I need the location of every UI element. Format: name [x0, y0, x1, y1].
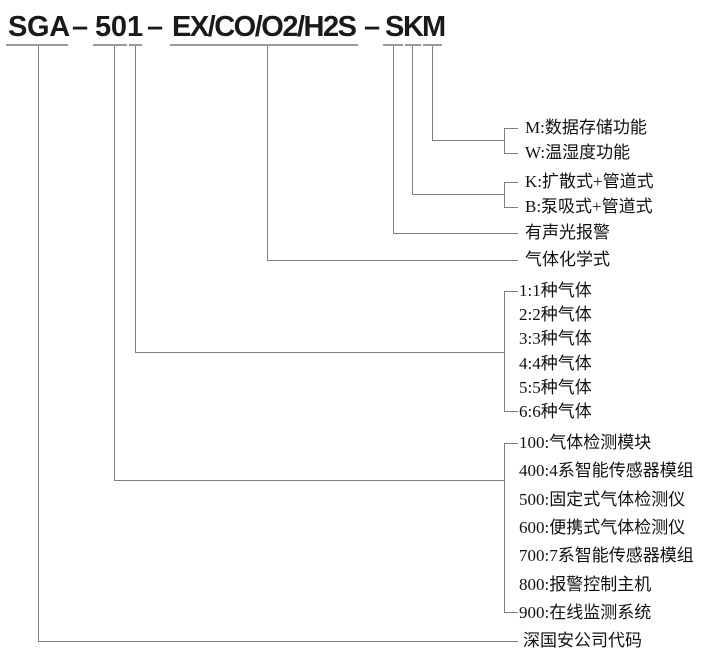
underline-storage	[423, 44, 442, 46]
legend-label-gascount-4: 4:4种气体	[519, 354, 592, 373]
legend-label-gascount-5: 5:5种气体	[519, 378, 592, 397]
gascount-bracket-stub-top	[504, 291, 518, 292]
gascount-hline	[135, 352, 504, 353]
series-bracket-stub-top	[504, 443, 518, 444]
code-sampling-segment: K	[403, 11, 424, 43]
storage-bracket-vline	[504, 128, 505, 154]
storage-drop-line	[432, 46, 433, 141]
code-gascount-segment: 1	[127, 11, 143, 43]
legend-label-series-800: 800:报警控制主机	[519, 575, 652, 594]
code-company-segment: SGA	[8, 11, 70, 43]
alarm-hline	[393, 233, 518, 234]
underline-sampling	[405, 44, 421, 46]
legend-label-company: 深国安公司代码	[523, 631, 642, 650]
storage-bracket-stub-bot	[504, 153, 518, 154]
storage-hline	[432, 140, 504, 141]
storage-bracket-stub-top	[504, 128, 518, 129]
gascount-drop-line	[135, 46, 136, 353]
series-bracket-vline	[504, 443, 505, 613]
company-drop-line	[38, 46, 39, 642]
code-formula-segment: EX/CO/O2/H2S	[172, 11, 357, 43]
alarm-drop-line	[393, 46, 394, 234]
legend-label-gascount-2: 2:2种气体	[519, 305, 592, 324]
formula-hline	[267, 260, 518, 261]
underline-alarm	[383, 44, 403, 46]
formula-drop-line	[267, 46, 268, 261]
sampling-drop-line	[412, 46, 413, 195]
sampling-bracket-stub-top	[504, 182, 518, 183]
legend-label-gascount-1: 1:1种气体	[519, 281, 592, 300]
legend-label-series-400: 400:4系智能传感器模组	[519, 461, 694, 480]
sampling-hline	[412, 194, 504, 195]
underline-formula	[170, 44, 358, 46]
legend-label-series-600: 600:便携式气体检测仪	[519, 518, 686, 537]
gascount-bracket-stub-bot	[504, 411, 518, 412]
legend-label-pump: B:泵吸式+管道式	[525, 197, 653, 216]
legend-label-series-700: 700:7系智能传感器模组	[519, 546, 694, 565]
series-bracket-stub-bot	[504, 612, 518, 613]
code-alarm-segment: S	[385, 11, 405, 43]
gascount-bracket-vline	[504, 291, 505, 412]
legend-label-storage: M:数据存储功能	[525, 118, 647, 137]
legend-label-series-100: 100:气体检测模块	[519, 433, 652, 452]
underline-gascount	[129, 44, 142, 46]
code-series-segment: 50	[95, 11, 127, 43]
code-separator-2: –	[147, 11, 163, 43]
legend-label-humidity: W:温湿度功能	[525, 143, 631, 162]
code-separator-3: –	[364, 11, 380, 43]
underline-series	[93, 44, 127, 46]
legend-label-formula: 气体化学式	[525, 250, 610, 269]
legend-label-gascount-6: 6:6种气体	[519, 402, 592, 421]
underline-company	[6, 44, 68, 46]
series-hline	[114, 480, 504, 481]
legend-label-gascount-3: 3:3种气体	[519, 329, 592, 348]
legend-label-alarm: 有声光报警	[525, 223, 610, 242]
sampling-bracket-vline	[504, 182, 505, 208]
code-separator-1: –	[72, 11, 88, 43]
legend-label-diffusion: K:扩散式+管道式	[525, 172, 654, 191]
company-hline	[38, 641, 518, 642]
legend-label-series-500: 500:固定式气体检测仪	[519, 490, 686, 509]
series-drop-line	[114, 46, 115, 481]
code-storage-segment: M	[422, 11, 446, 43]
legend-label-series-900: 900:在线监测系统	[519, 603, 652, 622]
sampling-bracket-stub-bot	[504, 207, 518, 208]
